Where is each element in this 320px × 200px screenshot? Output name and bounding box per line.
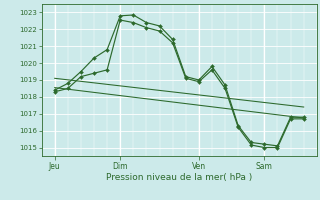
X-axis label: Pression niveau de la mer( hPa ): Pression niveau de la mer( hPa ): [106, 173, 252, 182]
